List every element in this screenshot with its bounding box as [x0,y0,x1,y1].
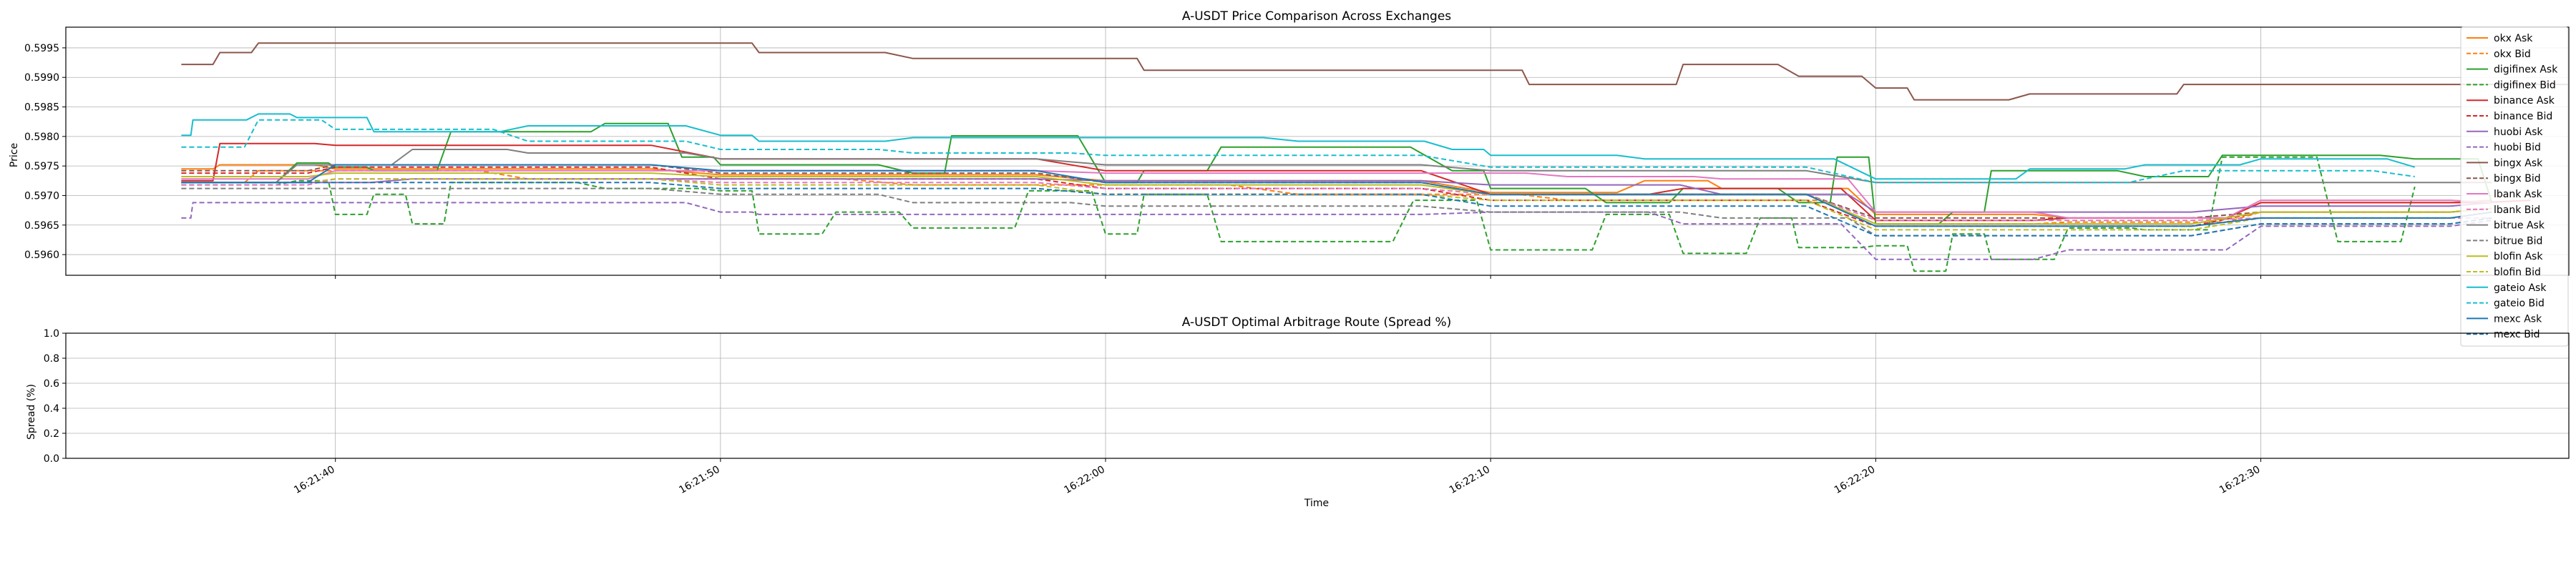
legend-label: bitrue Bid [2494,235,2542,247]
legend-label: binance Ask [2494,95,2555,107]
series-line-binance-bid [181,166,2492,227]
y-tick-label: 0.5960 [24,250,59,261]
legend-label: lbank Bid [2494,204,2540,216]
legend-label: gateio Bid [2494,298,2545,310]
x-tick-label: 16:22:10 [1448,464,1492,496]
price-chart-legend: okx Ask okx Bid digifinex Ask digifinex Bid… [2460,26,2569,347]
series-line-mexc-bid [181,182,2492,237]
spread-chart-frame [65,332,2570,459]
spread-chart-grid [66,332,2569,459]
series-line-lbank-bid [181,178,2492,222]
series-line-huobi-ask [181,178,2492,213]
legend-label: blofin Bid [2494,267,2541,278]
y-tick-label: 1.0 [44,328,59,340]
series-line-gateio-bid [181,119,2415,184]
price-chart-title: A-USDT Price Comparison Across Exchanges [1182,9,1451,24]
legend-label: bitrue Ask [2494,220,2545,232]
legend-label: blofin Ask [2494,251,2543,262]
y-tick-label: 0.5965 [24,220,59,232]
spread-chart-x-ticks: 16:21:40 16:21:50 16:22:00 16:22:10 16:22:20… [292,458,2262,496]
legend-label: huobi Ask [2494,127,2543,138]
price-chart-grid [66,27,2569,275]
legend-label: huobi Bid [2494,142,2541,154]
y-tick-label: 0.8 [44,353,59,365]
spread-chart-y-ticks: 0.0 0.2 0.4 0.6 0.8 1.0 [44,328,66,465]
legend-label: okx Bid [2494,49,2531,60]
y-tick-label: 0.5995 [24,43,59,54]
series-line-blofin-ask [181,172,2492,225]
legend-label: mexc Bid [2494,329,2540,340]
series-line-blofin-bid [181,178,2492,231]
legend-label: bingx Ask [2494,157,2543,169]
price-chart-series [181,42,2569,272]
y-tick-label: 0.5990 [24,72,59,84]
price-chart-frame [65,26,2570,276]
y-tick-label: 0.5980 [24,132,59,143]
legend-label: okx Ask [2494,33,2533,44]
series-line-gateio-ask [181,113,2415,180]
spread-chart-y-axis-label: Spread (%) [26,384,37,440]
legend-label: digifinex Bid [2494,79,2556,91]
y-tick-label: 0.5975 [24,161,59,172]
y-tick-label: 0.2 [44,428,59,440]
y-tick-label: 0.4 [44,403,59,415]
legend-label: binance Bid [2494,111,2552,122]
y-tick-label: 0.5970 [24,190,59,202]
series-line-huobi-bid [181,202,2492,260]
series-line-lbank-ask [181,169,2492,219]
x-tick-label: 16:21:50 [677,464,721,496]
legend-label: mexc Ask [2494,313,2542,325]
y-tick-label: 0.6 [44,378,59,390]
legend-label: gateio Ask [2494,282,2547,294]
y-tick-label: 0.0 [44,453,59,465]
series-line-digifinex-bid [181,156,2416,272]
legend-label: bingx Bid [2494,173,2541,184]
x-axis-label: Time [1304,498,1329,509]
price-chart-y-axis-label: Price [9,143,20,167]
price-chart-y-ticks: 0.5960 0.5965 0.5970 0.5975 0.5980 0.5985 0.59… [24,43,66,261]
spread-chart-title: A-USDT Optimal Arbitrage Route (Spread %… [1182,315,1451,330]
price-chart: A-USDT Price Comparison Across Exchanges… [9,9,2570,347]
legend-label: lbank Ask [2494,189,2543,200]
legend-label: digifinex Ask [2494,64,2558,76]
x-tick-label: 16:22:30 [2218,464,2262,496]
series-line-mexc-ask [181,164,2492,227]
legend-box [2460,26,2569,347]
y-tick-label: 0.5985 [24,102,59,114]
series-line-bingx-ask [181,42,2569,101]
x-tick-label: 16:22:20 [1833,464,1877,496]
x-tick-label: 16:22:00 [1063,464,1107,496]
x-tick-label: 16:21:40 [292,464,336,496]
price-chart-x-ticks [335,275,2261,279]
spread-chart: A-USDT Optimal Arbitrage Route (Spread %… [26,315,2570,509]
